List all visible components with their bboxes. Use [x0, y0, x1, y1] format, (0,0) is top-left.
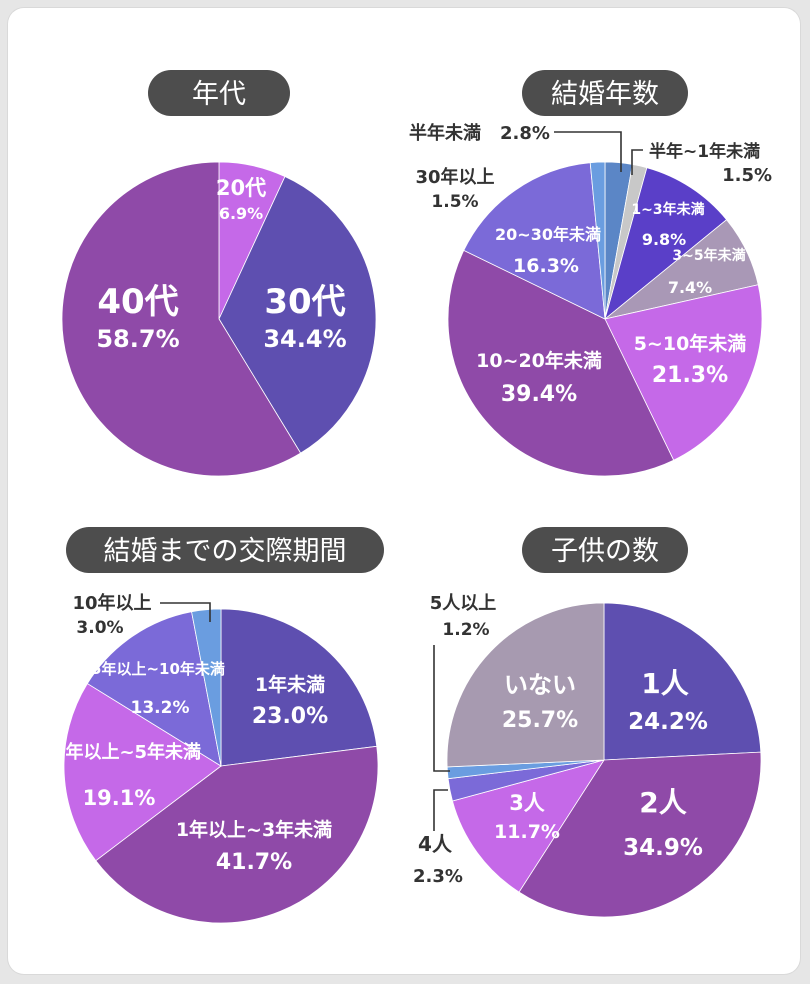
slice-label-pct: 1.2%: [442, 620, 489, 640]
slice-label-name: 5人以上: [430, 593, 497, 614]
slice-label-name: 20~30年未満: [495, 225, 601, 244]
leader-line: [554, 131, 622, 172]
chart-title-children: 子供の数: [551, 536, 659, 567]
slice-label-pct: 34.9%: [623, 835, 703, 861]
pie-slice: [604, 284, 763, 461]
slice-label-pct: 41.7%: [216, 850, 292, 875]
slice-label-name: 5~10年未満: [634, 332, 747, 355]
title-pill-dating-period: 結婚までの交際期間: [66, 527, 384, 573]
slice-label-name: 3年以上~5年未満: [53, 741, 201, 763]
pie-slice: [604, 167, 728, 321]
slice-label-pct: 11.7%: [494, 821, 560, 843]
pie-slice: [518, 751, 762, 918]
title-pill-marriage-years: 結婚年数: [522, 70, 688, 116]
slice-label-name: 3人: [509, 791, 545, 815]
slice-labels: 20代 6.9% 30代 34.4% 40代 58.7% 半年未満 2.8% 半…: [53, 122, 772, 887]
leader-line: [433, 645, 450, 772]
pie-slice: [603, 602, 762, 761]
slice-label-name: 10年以上: [72, 592, 151, 614]
slice-label-pct: 2.3%: [413, 866, 463, 887]
pie-slice: [451, 759, 605, 893]
pie-slice: [446, 602, 605, 768]
slice-label-pct: 1.5%: [722, 165, 772, 186]
slice-label-name: 30代: [264, 282, 345, 322]
title-pill-children: 子供の数: [522, 527, 688, 573]
slice-label-pct: 2.8%: [500, 123, 550, 144]
pie-slices: [61, 161, 763, 924]
slice-label-name: 半年~1年未満: [649, 141, 760, 162]
slice-label-name: 30年以上: [415, 166, 494, 188]
slice-label-name: 40代: [97, 282, 178, 322]
slice-label-pct: 58.7%: [96, 325, 179, 353]
chart-title-dating-period: 結婚までの交際期間: [104, 536, 347, 567]
slice-label-pct: 23.0%: [252, 704, 328, 729]
pie-slice: [589, 161, 606, 320]
leader-line: [631, 149, 643, 175]
slice-label-pct: 13.2%: [131, 698, 190, 718]
slice-label-name: 2人: [639, 786, 686, 819]
pie-slice: [463, 162, 606, 320]
slice-label-pct: 19.1%: [83, 786, 156, 810]
chart-title-age: 年代: [192, 79, 246, 110]
pie-slice: [63, 682, 222, 862]
slice-label-pct: 24.2%: [628, 709, 708, 735]
slice-label-pct: 1.5%: [431, 192, 478, 212]
pie-slice: [447, 249, 675, 477]
chart-title-marriage-years: 結婚年数: [551, 79, 659, 110]
slice-label-name: 3~5年未満: [672, 247, 745, 264]
slice-label-pct: 7.4%: [668, 278, 712, 297]
slice-label-pct: 6.9%: [219, 204, 263, 223]
slice-label-name: 1年以上~3年未満: [176, 818, 332, 841]
pie-slice: [220, 608, 378, 767]
pie-slice: [61, 161, 302, 477]
pie-slice: [95, 745, 379, 924]
slice-label-name: 半年未満: [409, 122, 481, 144]
leader-line: [160, 602, 211, 622]
leader-lines: [160, 131, 643, 831]
slice-label-pct: 39.4%: [501, 382, 577, 407]
pie-slice: [191, 608, 222, 767]
title-pill-age: 年代: [148, 70, 290, 116]
slice-label-pct: 3.0%: [76, 618, 123, 638]
title-pill-bg: [148, 70, 290, 116]
slice-label-pct: 34.4%: [263, 325, 346, 353]
slice-label-name: 1~3年未満: [631, 201, 704, 218]
pie-slice: [218, 175, 377, 454]
leader-line: [433, 789, 448, 831]
slice-label-name: 1人: [641, 667, 688, 700]
slice-label-pct: 9.8%: [642, 230, 686, 249]
title-pill-bg: [522, 70, 688, 116]
title-pill-bg: [522, 527, 688, 573]
slice-label-name: 1年未満: [255, 673, 325, 696]
slice-label-pct: 21.3%: [652, 363, 728, 388]
slice-label-pct: 25.7%: [502, 708, 578, 733]
slice-label-name: 10~20年未満: [476, 349, 602, 372]
slice-label-name: いない: [504, 671, 576, 699]
slice-label-name: 20代: [216, 176, 266, 200]
slice-label-pct: 16.3%: [513, 255, 579, 277]
pie-slice: [86, 611, 222, 767]
title-pill-bg: [66, 527, 384, 573]
slice-label-name: 4人: [418, 832, 453, 856]
slice-label-name: 5年以上~10年未満: [91, 660, 225, 678]
